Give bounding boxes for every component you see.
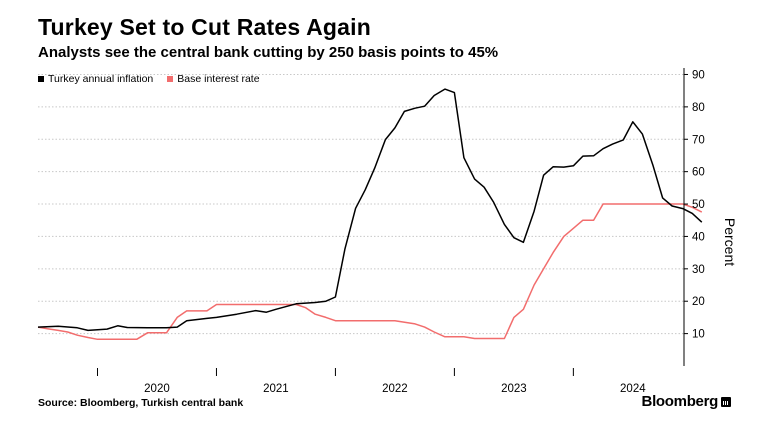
y-axis-label: Percent <box>722 218 738 266</box>
y-tick-label: 50 <box>692 199 705 211</box>
x-tick-label: 2021 <box>263 383 289 395</box>
chart-title: Turkey Set to Cut Rates Again <box>38 14 371 40</box>
x-tick-label: 2024 <box>620 383 646 395</box>
y-tick-label: 80 <box>692 102 705 114</box>
brand-name: Bloomberg <box>641 393 719 410</box>
y-axis-ticks: 10 20 30 40 50 60 70 80 90 <box>684 69 705 341</box>
y-tick-label: 40 <box>692 231 705 243</box>
x-tick-label: 2023 <box>501 383 527 395</box>
legend-label-inflation: Turkey annual inflation <box>48 73 154 85</box>
brand-logo: Bloomberg <box>642 393 731 410</box>
legend-item-inflation: Turkey annual inflation <box>38 73 153 85</box>
x-axis-ticks: 2020 2021 2022 2023 2024 <box>96 368 646 395</box>
bloomberg-chart-icon <box>721 396 731 407</box>
x-tick-label: 2020 <box>144 383 170 395</box>
interest-rate-line <box>37 203 703 341</box>
source-note: Source: Bloomberg, Turkish central bank <box>38 397 244 409</box>
y-tick-label: 70 <box>692 134 705 146</box>
y-tick-label: 60 <box>692 167 705 179</box>
inflation-line <box>37 88 703 332</box>
y-tick-label: 90 <box>692 69 705 81</box>
chart-subtitle: Analysts see the central bank cutting by… <box>38 44 499 61</box>
x-tick-label: 2022 <box>382 383 408 395</box>
y-tick-label: 30 <box>692 264 705 276</box>
legend-label-interest-rate: Base interest rate <box>177 73 260 85</box>
series-layer <box>37 88 703 341</box>
legend-swatch-inflation <box>38 76 44 82</box>
legend-swatch-interest-rate <box>167 76 174 82</box>
gridlines <box>38 73 684 335</box>
legend-item-interest-rate: Base interest rate <box>167 73 260 85</box>
y-tick-label: 10 <box>692 329 705 341</box>
y-tick-label: 20 <box>692 296 705 308</box>
legend: Turkey annual inflation Base interest ra… <box>38 73 260 85</box>
